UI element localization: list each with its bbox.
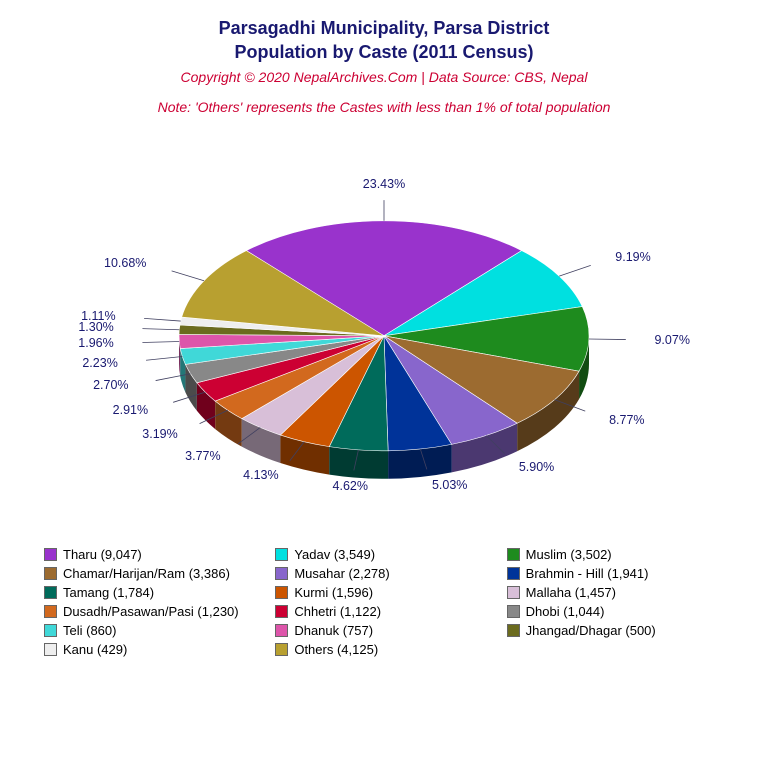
pie-data-label: 4.62% [333, 479, 368, 493]
copyright-text: Copyright © 2020 NepalArchives.Com | Dat… [0, 69, 768, 85]
pie-data-label: 4.13% [243, 468, 278, 482]
legend-swatch [275, 643, 288, 656]
legend-label: Muslim (3,502) [526, 547, 612, 562]
legend-label: Musahar (2,278) [294, 566, 389, 581]
legend-item: Musahar (2,278) [275, 566, 492, 581]
pie-chart: 23.43% 9.19% 9.07% 8.77% 5.90% 5.03% 4.62% 4.13… [0, 123, 768, 543]
legend-label: Dhobi (1,044) [526, 604, 605, 619]
legend-item: Tamang (1,784) [44, 585, 261, 600]
legend-item: Jhangad/Dhagar (500) [507, 623, 724, 638]
legend-item: Teli (860) [44, 623, 261, 638]
leader-line [172, 270, 204, 280]
pie-data-label: 5.90% [519, 460, 554, 474]
legend-label: Others (4,125) [294, 642, 378, 657]
pie-data-label: 2.91% [113, 403, 148, 417]
legend-label: Kurmi (1,596) [294, 585, 373, 600]
legend: Tharu (9,047) Yadav (3,549) Muslim (3,502)… [34, 547, 734, 657]
pie-side [329, 446, 388, 478]
legend-swatch [44, 586, 57, 599]
pie-data-label: 3.19% [142, 427, 177, 441]
legend-swatch [44, 605, 57, 618]
pie-data-label: 8.77% [609, 413, 644, 427]
legend-swatch [275, 567, 288, 580]
legend-item: Mallaha (1,457) [507, 585, 724, 600]
legend-label: Kanu (429) [63, 642, 127, 657]
pie-data-label: 1.96% [78, 336, 113, 350]
pie-data-label: 10.68% [104, 256, 146, 270]
pie-data-label: 23.43% [363, 177, 405, 191]
legend-swatch [275, 548, 288, 561]
legend-swatch [507, 548, 520, 561]
legend-swatch [44, 548, 57, 561]
pie-data-label: 1.11% [81, 309, 116, 323]
pie-data-label: 2.70% [93, 378, 128, 392]
legend-label: Mallaha (1,457) [526, 585, 616, 600]
pie-data-label: 9.07% [654, 333, 689, 347]
note-text: Note: 'Others' represents the Castes wit… [0, 99, 768, 115]
legend-label: Brahmin - Hill (1,941) [526, 566, 649, 581]
legend-item: Others (4,125) [275, 642, 492, 657]
leader-line [146, 356, 182, 360]
legend-item: Kanu (429) [44, 642, 261, 657]
leader-line [559, 265, 591, 276]
pie-data-label: 5.03% [432, 478, 467, 492]
legend-swatch [507, 586, 520, 599]
legend-swatch [507, 567, 520, 580]
legend-item: Chhetri (1,122) [275, 604, 492, 619]
chart-title-line2: Population by Caste (2011 Census) [0, 40, 768, 64]
pie-data-label: 2.23% [82, 356, 117, 370]
legend-label: Dhanuk (757) [294, 623, 373, 638]
leader-line [589, 339, 626, 340]
legend-label: Tamang (1,784) [63, 585, 154, 600]
legend-item: Dhobi (1,044) [507, 604, 724, 619]
chart-title-line1: Parsagadhi Municipality, Parsa District [0, 16, 768, 40]
legend-swatch [44, 624, 57, 637]
legend-item: Dhanuk (757) [275, 623, 492, 638]
legend-label: Dusadh/Pasawan/Pasi (1,230) [63, 604, 239, 619]
legend-item: Muslim (3,502) [507, 547, 724, 562]
legend-swatch [275, 624, 288, 637]
legend-swatch [507, 624, 520, 637]
legend-label: Chhetri (1,122) [294, 604, 381, 619]
legend-item: Kurmi (1,596) [275, 585, 492, 600]
legend-swatch [44, 567, 57, 580]
legend-swatch [275, 605, 288, 618]
leader-line [142, 328, 179, 329]
legend-label: Jhangad/Dhagar (500) [526, 623, 656, 638]
legend-item: Chamar/Harijan/Ram (3,386) [44, 566, 261, 581]
legend-item: Yadav (3,549) [275, 547, 492, 562]
legend-swatch [275, 586, 288, 599]
legend-label: Teli (860) [63, 623, 116, 638]
chart-header: Parsagadhi Municipality, Parsa District … [0, 0, 768, 115]
pie-data-label: 9.19% [615, 250, 650, 264]
legend-item: Brahmin - Hill (1,941) [507, 566, 724, 581]
legend-item: Tharu (9,047) [44, 547, 261, 562]
legend-swatch [44, 643, 57, 656]
leader-line [142, 341, 179, 342]
pie-data-label: 3.77% [185, 449, 220, 463]
legend-item: Dusadh/Pasawan/Pasi (1,230) [44, 604, 261, 619]
legend-label: Yadav (3,549) [294, 547, 375, 562]
leader-line [144, 318, 181, 321]
legend-label: Chamar/Harijan/Ram (3,386) [63, 566, 230, 581]
legend-swatch [507, 605, 520, 618]
legend-label: Tharu (9,047) [63, 547, 142, 562]
